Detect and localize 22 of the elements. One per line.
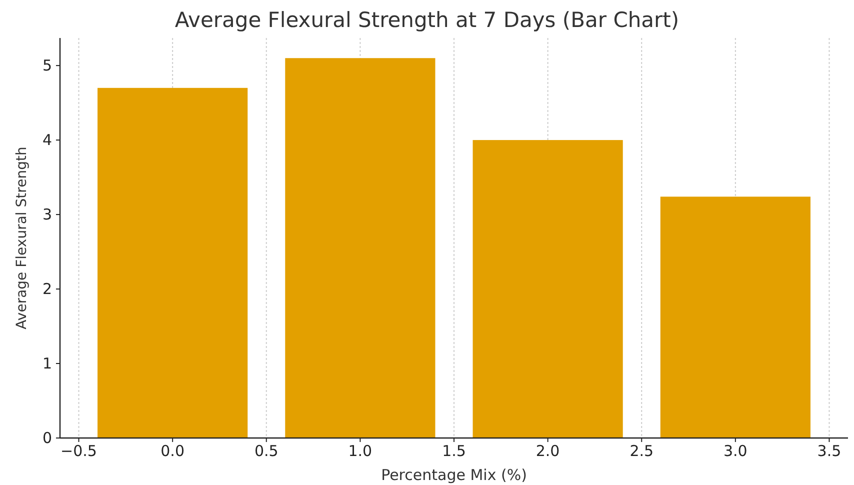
x-tick-label: 1.5 [442,442,466,460]
y-tick-label: 1 [42,354,52,373]
y-tick-label: 0 [42,429,52,447]
x-tick-label: −0.5 [60,442,97,460]
x-tick-label: 2.5 [630,442,654,460]
x-tick-label: 3.0 [724,442,748,460]
bar [660,196,810,438]
y-tick-label: 2 [42,280,52,298]
y-tick-label: 5 [42,56,52,75]
x-tick-label: 0.5 [254,442,278,460]
x-tick-label: 1.0 [348,442,372,460]
x-tick-label: 2.0 [536,442,560,460]
bar [285,58,436,438]
bar [98,88,248,438]
x-tick-label: 0.0 [160,442,184,460]
bar [472,140,623,438]
x-tick-label: 3.5 [817,442,842,460]
y-tick-label: 4 [42,131,52,150]
x-axis-title: Percentage Mix (%) [381,466,527,484]
y-axis-title: Average Flexural Strength [14,146,30,330]
chart-title: Average Flexural Strength at 7 Days (Bar Chart) [174,8,680,32]
y-tick-label: 3 [42,206,52,224]
